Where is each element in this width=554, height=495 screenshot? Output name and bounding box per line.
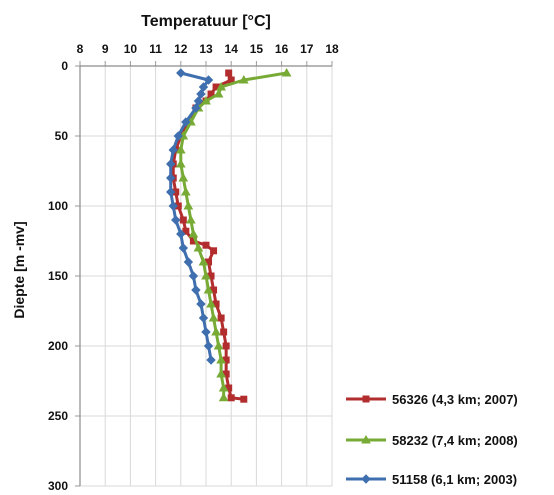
series-3-point-20 bbox=[196, 299, 206, 309]
x-tick-label: 16 bbox=[275, 42, 289, 56]
series-3-point-14 bbox=[171, 215, 181, 225]
series-3-point-15 bbox=[176, 229, 186, 239]
legend-marker-3 bbox=[361, 474, 371, 484]
series-3-point-1 bbox=[176, 68, 186, 78]
x-tick-label: 18 bbox=[325, 42, 339, 56]
series-3-point-5 bbox=[193, 96, 204, 106]
series-3-point-19 bbox=[191, 285, 201, 295]
series-3-point-6 bbox=[191, 103, 201, 113]
series-2-point-9 bbox=[175, 144, 186, 154]
x-tick-label: 8 bbox=[77, 42, 84, 56]
series-3-point-16 bbox=[178, 243, 189, 253]
series-1-point-24 bbox=[220, 328, 228, 336]
series-1-point-23 bbox=[217, 314, 225, 322]
series-2-point-27 bbox=[218, 392, 229, 402]
series-2-point-11 bbox=[178, 172, 189, 182]
x-tick-label: 15 bbox=[250, 42, 264, 56]
series-3-point-18 bbox=[188, 271, 199, 281]
x-tick-label: 12 bbox=[174, 42, 188, 56]
series-1-point-30 bbox=[240, 395, 248, 403]
y-axis-title: Diepte [m -mv] bbox=[11, 221, 27, 318]
series-2-point-1 bbox=[281, 67, 292, 77]
series-3-point-22 bbox=[201, 327, 211, 337]
series-3-point-2 bbox=[203, 75, 214, 85]
series-2-point-10 bbox=[175, 158, 186, 168]
y-tick-label: 0 bbox=[61, 59, 68, 73]
series-2-point-22 bbox=[211, 326, 221, 336]
series-3-point-23 bbox=[203, 341, 214, 351]
x-tick-label: 9 bbox=[102, 42, 109, 56]
series-1-point-15 bbox=[182, 227, 190, 235]
series-1-point-1 bbox=[225, 69, 233, 77]
y-tick-label: 50 bbox=[55, 129, 69, 143]
y-tick-label: 300 bbox=[48, 479, 68, 490]
x-tick-label: 11 bbox=[149, 42, 162, 56]
series-2 bbox=[175, 67, 292, 402]
series-2-point-18 bbox=[201, 270, 211, 280]
series-3-point-13 bbox=[168, 201, 178, 211]
legend-label-1: 56326 (4,3 km; 2007) bbox=[392, 392, 518, 407]
series-3-point-24 bbox=[206, 355, 216, 365]
legend-label-2: 58232 (7,4 km; 2008) bbox=[392, 433, 518, 448]
series-2-point-3 bbox=[216, 81, 226, 91]
series-layer bbox=[166, 67, 292, 403]
series-3-point-11 bbox=[166, 173, 176, 183]
y-tick-label: 250 bbox=[48, 409, 68, 423]
series-2-point-16 bbox=[193, 242, 204, 252]
y-tick-label: 100 bbox=[48, 199, 68, 213]
series-3-point-3 bbox=[198, 82, 209, 92]
series-2-point-5 bbox=[201, 95, 211, 105]
series-2-point-4 bbox=[213, 88, 224, 98]
series-3-point-4 bbox=[196, 89, 206, 99]
series-1-point-17 bbox=[202, 241, 210, 249]
series-1-point-29 bbox=[227, 394, 235, 402]
series-2-point-26 bbox=[218, 382, 229, 392]
legend-item-1: 56326 (4,3 km; 2007) bbox=[346, 392, 518, 407]
legend-item-3: 51158 (6,1 km; 2003) bbox=[346, 472, 517, 487]
legend-marker-1 bbox=[362, 395, 370, 403]
x-tick-label: 17 bbox=[300, 42, 314, 56]
series-2-point-15 bbox=[188, 228, 199, 238]
y-tick-label: 150 bbox=[48, 269, 68, 283]
legend-marker-2 bbox=[361, 434, 371, 444]
series-3-point-8 bbox=[173, 131, 183, 141]
chart-title: Temperatuur [°C] bbox=[141, 13, 271, 30]
legend-item-2: 58232 (7,4 km; 2008) bbox=[346, 433, 518, 448]
y-tick-label: 200 bbox=[48, 339, 68, 353]
series-2-point-23 bbox=[213, 340, 224, 350]
series-2-point-24 bbox=[216, 354, 226, 364]
x-tick-label: 14 bbox=[225, 42, 239, 56]
series-3-point-12 bbox=[166, 187, 176, 197]
series-3-point-17 bbox=[183, 257, 194, 267]
series-3-point-10 bbox=[166, 159, 176, 169]
series-1-point-14 bbox=[179, 216, 187, 224]
series-3-point-9 bbox=[168, 145, 178, 155]
series-3-point-21 bbox=[198, 313, 209, 323]
series-2-point-20 bbox=[206, 298, 216, 308]
series-2-point-12 bbox=[180, 186, 191, 196]
series-3 bbox=[166, 68, 216, 365]
series-2-point-25 bbox=[216, 368, 226, 378]
legend: 56326 (4,3 km; 2007) 58232 (7,4 km; 2008)… bbox=[346, 392, 518, 487]
series-2-point-19 bbox=[203, 284, 214, 294]
series-2-point-2 bbox=[238, 74, 249, 84]
series-1-point-18 bbox=[210, 247, 218, 255]
series-2-point-13 bbox=[183, 200, 194, 210]
series-3-point-7 bbox=[181, 117, 191, 127]
series-2-point-21 bbox=[208, 312, 219, 322]
series-2-point-14 bbox=[186, 214, 196, 224]
x-tick-label: 13 bbox=[199, 42, 213, 56]
series-1-point-25 bbox=[222, 342, 230, 350]
legend-label-3: 51158 (6,1 km; 2003) bbox=[392, 472, 517, 487]
axes-layer: 8 9 10 11 12 13 14 15 16 17 18 0 50 100 150 200 250 300 bbox=[48, 42, 339, 493]
x-tick-label: 10 bbox=[124, 42, 138, 56]
series-2-point-17 bbox=[198, 256, 209, 266]
